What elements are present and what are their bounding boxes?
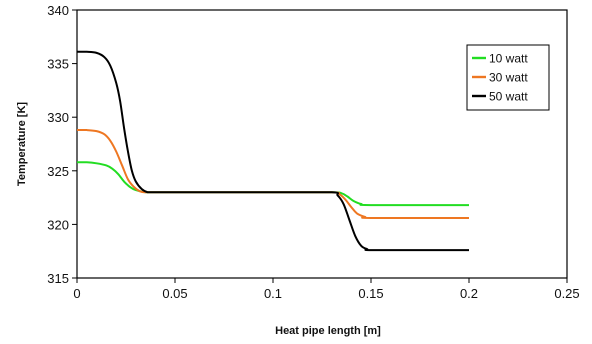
legend-label-50-watt: 50 watt — [489, 90, 528, 104]
x-tick-label: 0.1 — [264, 286, 282, 301]
y-tick-label: 330 — [47, 110, 69, 125]
x-tick-label: 0 — [73, 286, 80, 301]
x-tick-label: 0.15 — [358, 286, 383, 301]
x-axis-title: Heat pipe length [m] — [275, 325, 381, 337]
x-tick-label: 0.05 — [162, 286, 187, 301]
y-tick-label: 320 — [47, 217, 69, 232]
series-line-50-watt — [76, 50, 469, 252]
y-tick-label: 325 — [47, 164, 69, 179]
y-tick-label: 335 — [47, 57, 69, 72]
legend-label-30-watt: 30 watt — [489, 71, 528, 85]
legend-label-10-watt: 10 watt — [489, 52, 528, 66]
y-axis-title: Temperature [K] — [16, 102, 28, 186]
x-tick-label: 0.2 — [460, 286, 478, 301]
y-tick-label: 340 — [47, 3, 69, 18]
y-tick-label: 315 — [47, 271, 69, 286]
x-tick-label: 0.25 — [554, 286, 579, 301]
